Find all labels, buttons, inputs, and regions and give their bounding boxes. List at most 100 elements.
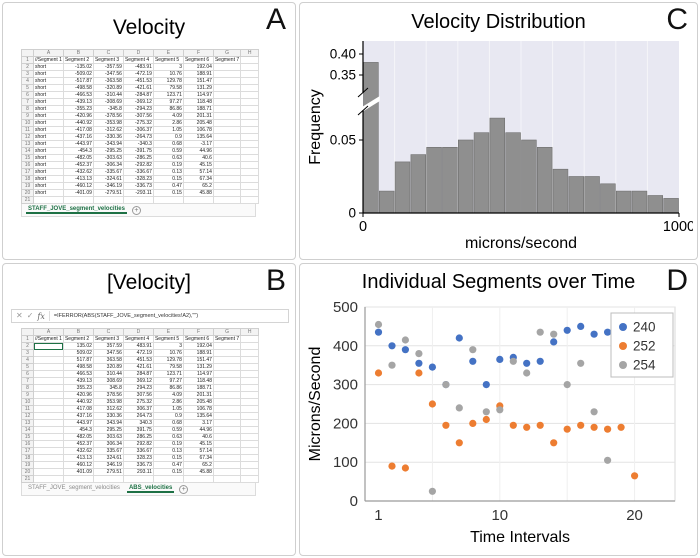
cell[interactable] <box>240 384 260 392</box>
cell[interactable] <box>240 363 260 371</box>
cell[interactable] <box>240 475 260 483</box>
row-header[interactable]: 13 <box>21 419 34 427</box>
cell[interactable]: 293.11 <box>122 468 154 476</box>
cell[interactable]: 201.31 <box>182 112 214 120</box>
cell[interactable]: 0.59 <box>152 147 184 155</box>
cell[interactable]: -294.23 <box>122 105 154 113</box>
cell[interactable] <box>240 161 260 169</box>
row-header[interactable]: 9 <box>21 112 34 120</box>
cell[interactable]: 498.58 <box>62 363 94 371</box>
cell[interactable]: 44.96 <box>182 147 214 155</box>
cell[interactable]: 118.48 <box>182 377 214 385</box>
cell[interactable]: 378.56 <box>92 391 124 399</box>
cell[interactable] <box>33 349 64 357</box>
cell[interactable]: 106.78 <box>182 126 214 134</box>
column-header[interactable]: G <box>212 49 242 57</box>
cell[interactable]: 466.53 <box>62 370 94 378</box>
cell[interactable] <box>212 112 242 120</box>
cell[interactable] <box>212 154 242 162</box>
row-header[interactable]: 20 <box>21 189 34 197</box>
cell[interactable]: -306.37 <box>122 126 154 134</box>
cell[interactable]: -454.3 <box>62 147 94 155</box>
cell[interactable]: 0.9 <box>152 133 184 141</box>
cell[interactable] <box>33 419 64 427</box>
cell[interactable]: 0.13 <box>152 168 184 176</box>
cell[interactable] <box>92 196 124 204</box>
cell[interactable] <box>240 356 260 364</box>
column-header[interactable]: B <box>62 49 94 57</box>
row-header[interactable]: 21 <box>21 475 34 483</box>
cell[interactable]: 286.25 <box>122 433 154 441</box>
cell[interactable] <box>240 63 260 71</box>
cell[interactable]: -401.09 <box>62 189 94 197</box>
cell[interactable]: short <box>33 140 64 148</box>
cell[interactable] <box>92 475 124 483</box>
cell[interactable]: -324.61 <box>92 175 124 183</box>
cell[interactable]: -498.58 <box>62 84 94 92</box>
cell[interactable]: 131.29 <box>182 84 214 92</box>
cell[interactable]: -279.51 <box>92 189 124 197</box>
cell[interactable]: 4.09 <box>152 391 184 399</box>
row-header[interactable]: 18 <box>21 175 34 183</box>
cell[interactable] <box>212 91 242 99</box>
cell[interactable]: short <box>33 168 64 176</box>
cell[interactable]: 2.86 <box>152 398 184 406</box>
cell[interactable] <box>212 384 242 392</box>
cell[interactable]: 355.23 <box>62 384 94 392</box>
cell[interactable]: 188.91 <box>182 70 214 78</box>
cell[interactable] <box>212 70 242 78</box>
cell[interactable] <box>240 112 260 120</box>
cell[interactable] <box>240 468 260 476</box>
column-header[interactable]: D <box>122 328 154 336</box>
cell[interactable]: 201.31 <box>182 391 214 399</box>
cell[interactable]: 0.15 <box>152 189 184 197</box>
cell[interactable] <box>33 391 64 399</box>
spreadsheet-b[interactable]: A B C D E F G H 1//Segment 1 Segment 2 Segment 3 Se… <box>21 328 260 496</box>
sheet-grid[interactable]: A B C D E F G H 1//Segment 1 Segment 2 Segment 3 Se… <box>21 49 260 204</box>
cell[interactable]: 437.16 <box>62 412 94 420</box>
cell[interactable]: 330.36 <box>92 412 124 420</box>
cell[interactable]: short <box>33 112 64 120</box>
cell[interactable]: -306.34 <box>92 161 124 169</box>
row-header[interactable]: 4 <box>21 77 34 85</box>
cell[interactable] <box>240 189 260 197</box>
cell[interactable] <box>212 475 242 483</box>
formula-input[interactable]: =IFERROR(ABS(STAFF_JOVE_segment_velociti… <box>53 313 199 319</box>
cell[interactable]: 114.97 <box>182 91 214 99</box>
cell[interactable]: short <box>33 119 64 127</box>
cell[interactable] <box>33 370 64 378</box>
cell[interactable]: //Segment 1 <box>33 56 64 64</box>
cell[interactable]: short <box>33 182 64 190</box>
cell[interactable]: 67.34 <box>182 454 214 462</box>
cell[interactable]: 57.14 <box>182 447 214 455</box>
cell[interactable] <box>240 119 260 127</box>
column-header[interactable]: F <box>182 49 214 57</box>
cell[interactable]: 129.78 <box>152 356 184 364</box>
cell[interactable] <box>33 475 64 483</box>
cell[interactable]: 482.05 <box>62 433 94 441</box>
cell[interactable] <box>240 147 260 155</box>
cell[interactable]: -340.3 <box>122 140 154 148</box>
row-header[interactable]: 17 <box>21 447 34 455</box>
cell[interactable] <box>33 440 64 448</box>
column-header[interactable]: H <box>240 49 260 57</box>
cell[interactable] <box>240 175 260 183</box>
column-header[interactable]: E <box>152 328 184 336</box>
cell[interactable]: -284.87 <box>122 91 154 99</box>
cell[interactable]: 192.04 <box>182 63 214 71</box>
cell[interactable]: 401.09 <box>62 468 94 476</box>
cell[interactable]: 0.15 <box>152 454 184 462</box>
cell[interactable]: 97.27 <box>152 98 184 106</box>
cell[interactable]: 306.37 <box>122 405 154 413</box>
row-header[interactable]: 1 <box>21 335 34 343</box>
cell[interactable]: 306.34 <box>92 440 124 448</box>
cell[interactable] <box>182 196 214 204</box>
cell[interactable]: 0.63 <box>152 154 184 162</box>
cell[interactable] <box>33 377 64 385</box>
row-header[interactable]: 14 <box>21 426 34 434</box>
cell[interactable]: 353.98 <box>92 398 124 406</box>
cell[interactable] <box>212 161 242 169</box>
column-header[interactable]: E <box>152 49 184 57</box>
cell[interactable]: 131.29 <box>182 363 214 371</box>
cell[interactable]: 324.61 <box>92 454 124 462</box>
